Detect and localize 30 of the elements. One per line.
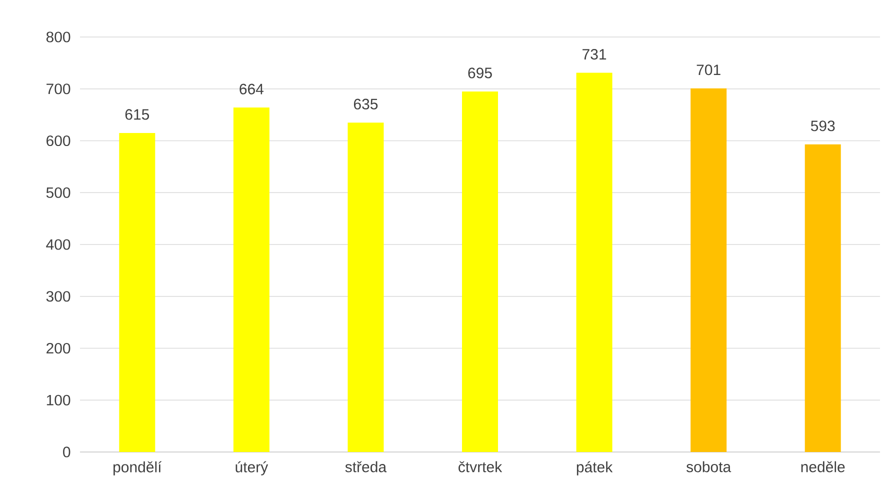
data-label: 615 <box>125 109 150 120</box>
data-label: 593 <box>810 120 835 132</box>
y-tick-label: 800 <box>46 32 70 42</box>
data-label: 635 <box>354 98 378 110</box>
x-tick-label: čtvrtek <box>458 461 502 472</box>
bar <box>119 132 156 452</box>
y-tick-label: 300 <box>46 291 70 302</box>
bar <box>348 122 384 452</box>
data-label: 664 <box>240 84 264 94</box>
bar <box>576 72 612 452</box>
data-label: 731 <box>582 48 606 60</box>
bar <box>804 144 841 452</box>
y-tick-label: 0 <box>63 446 70 458</box>
y-tick-label: 600 <box>46 135 70 146</box>
y-tick-label: 700 <box>46 84 70 94</box>
x-tick-label: pondělí <box>114 461 162 476</box>
bar <box>462 91 498 452</box>
bar <box>233 108 270 452</box>
x-tick-label: sobota <box>686 461 732 472</box>
y-tick-label: 100 <box>46 394 70 406</box>
y-tick-label: 200 <box>46 342 70 354</box>
x-tick-label: středa <box>345 461 387 472</box>
x-tick-label: neděle <box>801 461 845 472</box>
data-label: 701 <box>696 64 720 76</box>
data-label: 695 <box>468 68 492 78</box>
y-tick-label: 400 <box>46 239 70 250</box>
x-tick-label: pátek <box>576 461 613 476</box>
bar <box>690 88 727 452</box>
y-tick-label: 500 <box>46 187 70 198</box>
x-tick-label: úterý <box>236 461 268 476</box>
